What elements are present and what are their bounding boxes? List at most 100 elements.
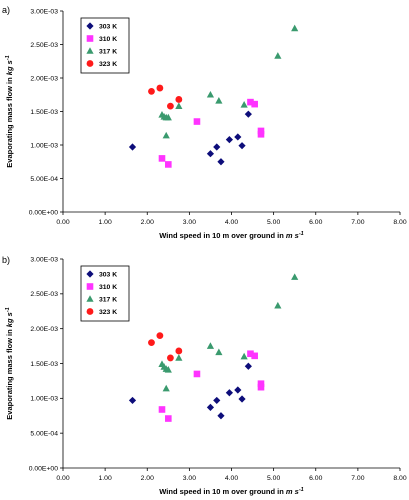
data-point — [175, 102, 183, 109]
x-axis-title-sup: -1 — [299, 231, 304, 237]
series-303-k — [128, 110, 252, 166]
data-point — [165, 415, 172, 422]
y-axis-title-sup: -1 — [5, 55, 11, 60]
data-point — [164, 113, 172, 121]
legend-marker — [86, 270, 94, 278]
x-tick-label: 5.00 — [267, 475, 280, 482]
data-point — [238, 395, 246, 403]
data-point — [206, 150, 215, 158]
y-tick-label: 5.00E-04 — [30, 431, 58, 438]
data-point — [234, 386, 242, 394]
x-tick-label: 8.00 — [393, 219, 406, 226]
data-point — [291, 24, 299, 32]
y-tick-label: 1.50E-03 — [30, 361, 58, 368]
legend-label: 303 K — [99, 272, 117, 279]
y-tick-label: 1.00E-03 — [30, 396, 58, 403]
x-tick-label: 2.00 — [141, 219, 154, 226]
panel-label: a) — [2, 5, 10, 15]
data-point — [175, 354, 183, 361]
panel-label: b) — [2, 255, 10, 265]
x-axis-title-main: Wind speed in 10 m over ground in — [159, 487, 286, 496]
data-point — [164, 365, 172, 373]
x-tick-label: 0.00 — [56, 475, 69, 482]
data-point — [251, 100, 258, 108]
y-axis-title-sup: -1 — [5, 307, 11, 312]
data-point — [217, 158, 225, 166]
chart-panel-b: b) 0.00 1.00 2.00 3.00 4.00 5.00 6.00 7.00 8.00 0.… — [2, 255, 407, 496]
data-point — [225, 389, 233, 397]
data-point — [156, 332, 164, 340]
y-axis-title-main: Evaporating mass flow in — [5, 75, 14, 168]
y-tick-label: 1.50E-03 — [30, 109, 58, 116]
legend-label: 310 K — [99, 36, 117, 43]
legend-label: 310 K — [99, 284, 117, 291]
data-point — [175, 347, 183, 355]
data-point — [162, 384, 170, 392]
x-tick-label: 6.00 — [309, 475, 322, 482]
legend-label: 323 K — [99, 309, 117, 316]
data-point — [274, 52, 282, 59]
data-point — [217, 412, 225, 420]
series-310-k — [158, 350, 265, 422]
data-point — [193, 370, 201, 378]
y-axis-title: Evaporating mass flow in kg s-1 — [5, 55, 14, 167]
y-axis-title-unit: kg s — [5, 312, 14, 327]
y-tick-label: 2.50E-03 — [30, 42, 58, 49]
legend-label: 323 K — [99, 61, 117, 68]
data-point — [244, 362, 252, 370]
x-axis-title-unit: m s — [286, 487, 299, 496]
series-317-k — [158, 24, 299, 139]
data-point — [128, 143, 137, 151]
legend-marker — [86, 35, 94, 42]
data-point — [244, 110, 252, 118]
data-point — [234, 133, 242, 141]
data-point — [257, 130, 265, 138]
data-point — [240, 101, 248, 108]
x-tick-label: 7.00 — [351, 219, 364, 226]
series-323-k — [148, 84, 183, 110]
legend: 303 K 310 K 317 K 323 K — [80, 17, 130, 74]
x-tick-label: 4.00 — [225, 475, 238, 482]
data-point — [240, 352, 248, 360]
data-point — [257, 380, 265, 388]
x-tick-label: 1.00 — [99, 219, 112, 226]
y-tick-label: 0.00E+00 — [29, 465, 59, 472]
x-tick-label: 1.00 — [99, 475, 112, 482]
legend-marker — [86, 283, 94, 290]
data-point — [206, 403, 215, 411]
legend-label: 303 K — [99, 24, 117, 31]
data-point — [215, 96, 223, 104]
data-point — [257, 127, 265, 135]
x-tick-label: 2.00 — [141, 475, 154, 482]
x-tick-label: 8.00 — [393, 475, 406, 482]
data-point — [148, 88, 155, 95]
series-303-k — [128, 362, 252, 420]
x-tick-label: 5.00 — [267, 219, 280, 226]
x-tick-label: 7.00 — [351, 475, 364, 482]
legend-marker — [86, 47, 94, 54]
data-point — [165, 161, 172, 168]
data-point — [156, 84, 164, 92]
data-point — [158, 406, 166, 413]
data-point — [215, 348, 223, 356]
data-point — [148, 339, 155, 346]
legend-marker — [86, 295, 94, 302]
series-323-k — [148, 332, 183, 362]
data-point — [162, 131, 170, 139]
y-tick-label: 2.00E-03 — [30, 75, 58, 82]
legend-label: 317 K — [99, 297, 117, 304]
x-tick-label: 3.00 — [183, 475, 196, 482]
x-axis-title-sup: -1 — [299, 487, 304, 493]
data-point — [291, 273, 299, 280]
data-point — [225, 136, 233, 144]
x-axis-title-unit: m s — [286, 231, 299, 240]
data-point — [193, 118, 201, 125]
y-tick-label: 2.50E-03 — [30, 291, 58, 298]
y-axis-title-main: Evaporating mass flow in — [5, 327, 14, 420]
data-point — [128, 396, 137, 405]
y-tick-label: 2.00E-03 — [30, 326, 58, 333]
data-point — [247, 350, 254, 358]
x-axis-title: Wind speed in 10 m over ground in m s-1 — [159, 487, 303, 496]
data-point — [257, 383, 265, 391]
